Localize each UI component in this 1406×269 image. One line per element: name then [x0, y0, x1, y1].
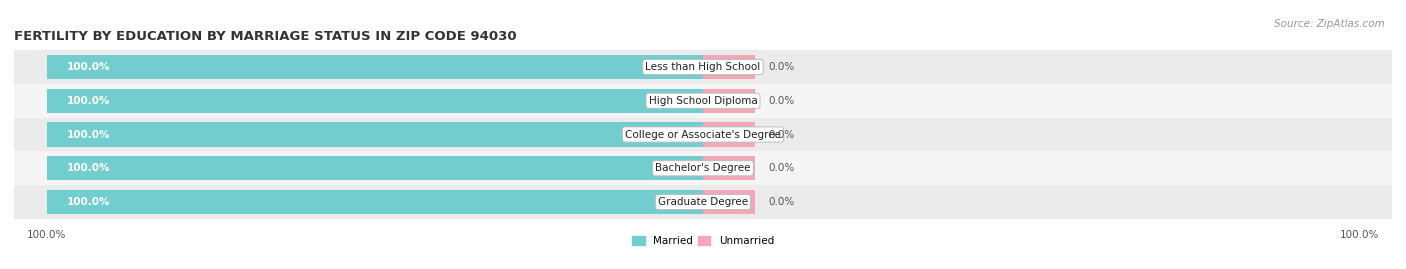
- Text: Less than High School: Less than High School: [645, 62, 761, 72]
- Legend: Married, Unmarried: Married, Unmarried: [633, 236, 773, 246]
- Text: 100.0%: 100.0%: [66, 129, 110, 140]
- Text: 0.0%: 0.0%: [769, 197, 794, 207]
- Text: 100.0%: 100.0%: [66, 163, 110, 173]
- Text: 0.0%: 0.0%: [769, 62, 794, 72]
- Bar: [14, 151, 1392, 185]
- Bar: [14, 50, 1392, 84]
- Text: Source: ZipAtlas.com: Source: ZipAtlas.com: [1274, 19, 1385, 29]
- Text: College or Associate's Degree: College or Associate's Degree: [626, 129, 780, 140]
- Text: 100.0%: 100.0%: [66, 62, 110, 72]
- Text: 0.0%: 0.0%: [769, 96, 794, 106]
- Text: Bachelor's Degree: Bachelor's Degree: [655, 163, 751, 173]
- Text: 0.0%: 0.0%: [769, 129, 794, 140]
- Bar: [46, 190, 703, 214]
- Bar: [703, 122, 755, 147]
- Bar: [703, 89, 755, 113]
- Text: Graduate Degree: Graduate Degree: [658, 197, 748, 207]
- Text: FERTILITY BY EDUCATION BY MARRIAGE STATUS IN ZIP CODE 94030: FERTILITY BY EDUCATION BY MARRIAGE STATU…: [14, 30, 516, 43]
- Bar: [703, 55, 755, 79]
- Bar: [14, 118, 1392, 151]
- Bar: [46, 55, 703, 79]
- Bar: [14, 84, 1392, 118]
- Text: 0.0%: 0.0%: [769, 163, 794, 173]
- Bar: [703, 156, 755, 180]
- Bar: [46, 122, 703, 147]
- Bar: [14, 185, 1392, 219]
- Bar: [703, 190, 755, 214]
- Text: High School Diploma: High School Diploma: [648, 96, 758, 106]
- Bar: [46, 89, 703, 113]
- Text: 100.0%: 100.0%: [66, 96, 110, 106]
- Text: 100.0%: 100.0%: [66, 197, 110, 207]
- Bar: [46, 156, 703, 180]
